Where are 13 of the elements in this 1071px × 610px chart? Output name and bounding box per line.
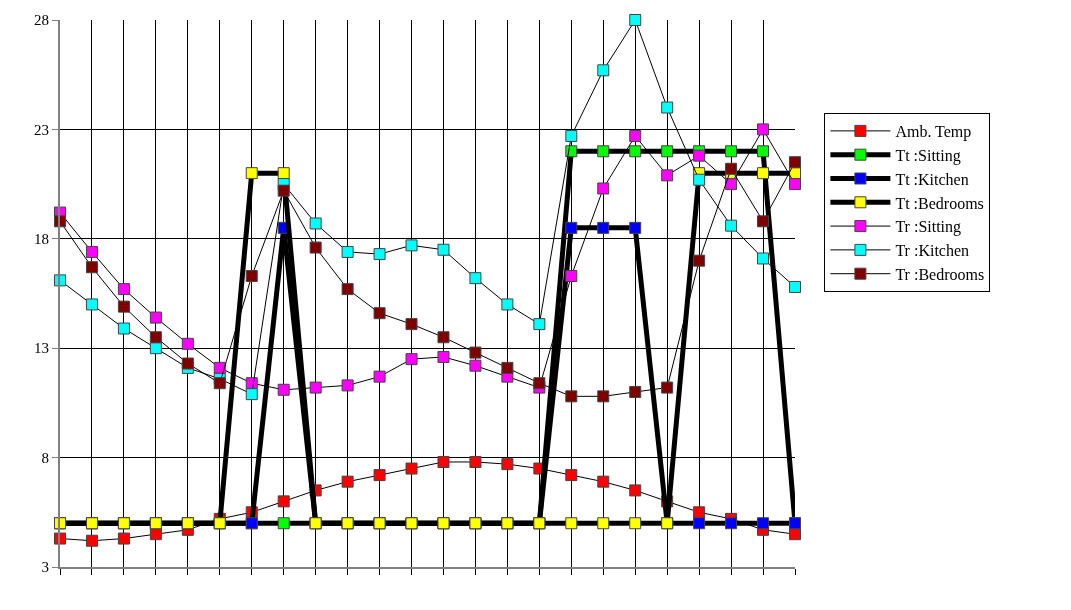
legend-label: Tt :Bedrooms	[895, 194, 984, 212]
legend-label: Tr :Bedrooms	[895, 265, 985, 283]
y-tick-label: 8	[41, 449, 49, 466]
y-tick-label: 28	[34, 12, 49, 29]
legend-label: Amb. Temp	[895, 123, 972, 142]
y-tick-label: 23	[34, 121, 49, 138]
legend-label: Tt :Sitting	[895, 146, 961, 165]
legend-label: Tt :Kitchen	[895, 170, 969, 188]
legend-label: Tr :Sitting	[895, 218, 962, 237]
y-tick-label: 3	[41, 559, 49, 576]
y-tick-label: 18	[34, 231, 49, 248]
y-tick-label: 13	[34, 340, 49, 357]
legend-label: Tr :Kitchen	[895, 242, 970, 260]
